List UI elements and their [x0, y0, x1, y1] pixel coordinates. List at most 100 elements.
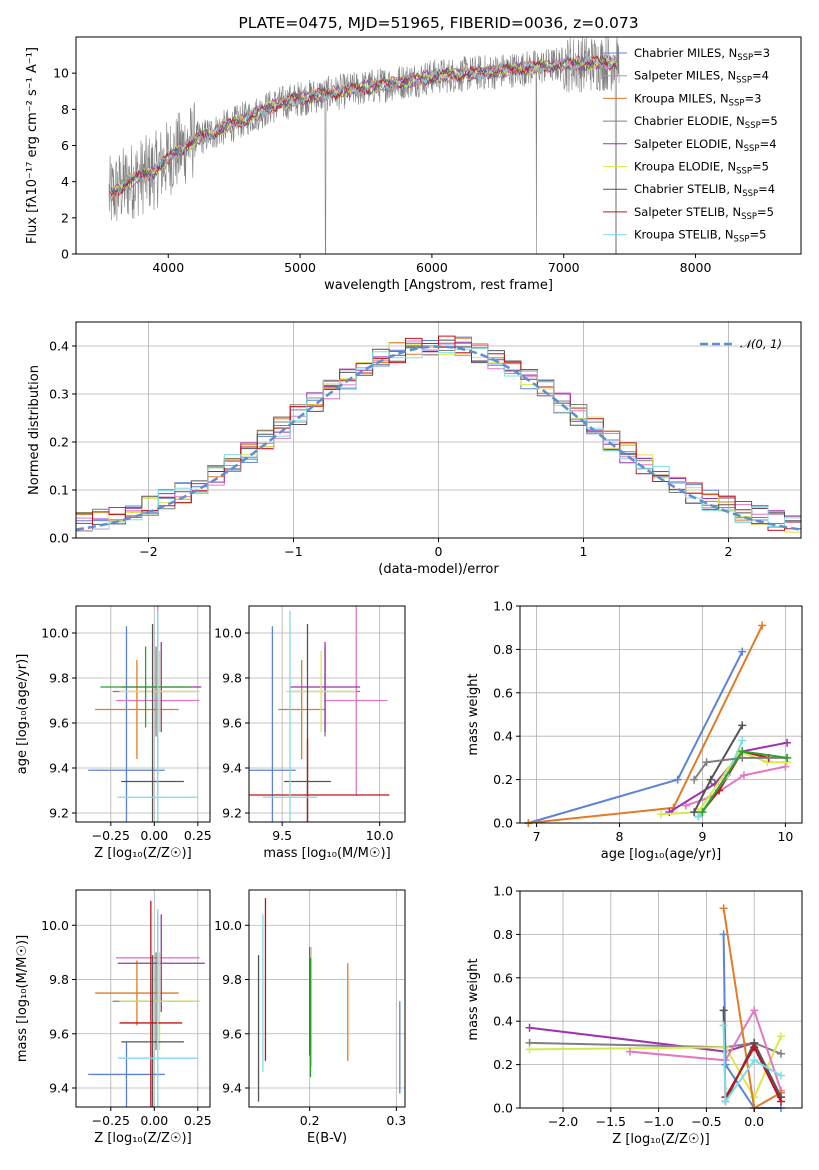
spectrum-model-line: [109, 55, 617, 199]
spectrum-xtick-label: 6000: [416, 260, 448, 275]
mass-weight-marker: [719, 1021, 728, 1030]
mass-weight-vs-age-xtick-label: 7: [533, 829, 541, 844]
mass-vs-Z-ylabel: mass [log₁₀(M/M☉)]: [15, 935, 30, 1062]
age-vs-Z-xtick-label: 0.00: [140, 828, 168, 843]
spectrum-data-line: [108, 36, 620, 255]
age-vs-mass-frame: [248, 605, 406, 823]
legend-entry: 𝒩(0, 1): [740, 337, 782, 351]
spectrum-ytick-label: 0: [61, 247, 69, 262]
mass-weight-line: [722, 1025, 782, 1105]
spectrum-ytick-label: 2: [61, 210, 69, 225]
age-vs-Z-ytick-label: 10.0: [41, 626, 69, 641]
age-vs-Z-ylabel: age [log₁₀(age/yr)]: [15, 654, 30, 775]
mass-weight-marker: [665, 808, 674, 817]
mass-weight-line: [685, 765, 786, 807]
mass-vs-ebv-ytick-label: 10.0: [214, 918, 242, 933]
mass-weight-marker: [776, 1071, 785, 1080]
mass-weight-marker: [738, 647, 747, 656]
spectrum-model-line: [109, 54, 617, 199]
mass-weight-vs-age-xtick-label: 8: [616, 829, 624, 844]
age-vs-mass-ytick-label: 9.2: [222, 806, 242, 821]
residuals-xtick-label: −1: [284, 544, 302, 559]
mass-weight-marker: [781, 762, 790, 771]
age-vs-mass-ytick-label: 9.8: [222, 671, 242, 686]
mass-weight-marker: [706, 775, 715, 784]
mass-weight-vs-Z-xtick-label: −2.0: [548, 1114, 578, 1129]
mass-vs-Z-xtick-label: −0.25: [92, 1113, 130, 1128]
spectrum-xtick-label: 7000: [548, 260, 580, 275]
residuals-ylabel: Normed distribution: [27, 365, 42, 495]
spectrum-ytick-label: 10: [53, 66, 69, 81]
mass-weight-vs-Z-xlabel: Z [log₁₀(Z/Z☉)]: [612, 1132, 709, 1147]
residuals-xlabel: (data-model)/error: [378, 562, 499, 577]
mass-weight-vs-age-xtick-label: 10: [777, 829, 793, 844]
spectrum-model-line: [110, 55, 617, 201]
age-vs-Z-xlabel: Z [log₁₀(Z/Z☉)]: [94, 846, 191, 861]
mass-weight-line: [693, 756, 788, 781]
spectrum-model-line: [109, 55, 617, 195]
age-vs-Z-xtick-label: 0.25: [184, 828, 212, 843]
mass-weight-marker: [625, 1047, 634, 1056]
spectrum-xtick-label: 4000: [152, 260, 184, 275]
mass-weight-vs-Z-xtick-label: −1.0: [643, 1114, 673, 1129]
mass-vs-ebv-frame: [248, 889, 406, 1108]
legend-entry: Kroupa MILES, NSSP=3: [634, 91, 761, 108]
residuals-xtick-label: 2: [725, 544, 733, 559]
residual-histogram: [76, 347, 801, 532]
age-vs-mass-ytick-label: 9.4: [222, 761, 242, 776]
mass-weight-line: [629, 1007, 782, 1091]
mass-vs-ebv-ytick-label: 9.6: [222, 1026, 242, 1041]
spectrum-ytick-label: 4: [61, 174, 69, 189]
age-vs-mass-ytick-label: 9.6: [222, 716, 242, 731]
mass-weight-marker: [719, 904, 728, 913]
mass-weight-vs-Z-xtick-label: 0.0: [744, 1114, 764, 1129]
legend-entry: Salpeter ELODIE, NSSP=4: [634, 137, 777, 154]
mass-weight-vs-age-ytick-label: 0.0: [493, 816, 513, 831]
spectrum-xtick-label: 5000: [284, 260, 316, 275]
mass-weight-vs-Z-ytick-label: 0.8: [493, 927, 513, 942]
mass-weight-vs-Z-ytick-label: 0.6: [493, 970, 513, 985]
residuals-xtick-label: 0: [435, 544, 443, 559]
mass-weight-vs-Z-frame: [519, 890, 803, 1109]
legend-entry: Chabrier STELIB, NSSP=4: [634, 182, 775, 199]
age-vs-Z-frame: [75, 605, 211, 823]
mass-weight-vs-age-ylabel: mass weight: [466, 673, 481, 755]
mass-weight-line: [528, 625, 764, 824]
normal-curve: [75, 345, 802, 531]
mass-weight-marker: [738, 747, 747, 756]
mass-weight-marker: [763, 758, 772, 767]
mass-vs-Z-ytick-label: 9.6: [49, 1026, 69, 1041]
mass-vs-Z-xtick-label: 0.00: [140, 1113, 168, 1128]
mass-weight-vs-age-ytick-label: 0.6: [493, 685, 513, 700]
mass-weight-vs-Z-ylabel: mass weight: [466, 958, 481, 1040]
mass-weight-marker: [783, 753, 792, 762]
mass-vs-Z-frame: [75, 889, 211, 1108]
legend-entry: Chabrier MILES, NSSP=3: [634, 46, 770, 63]
mass-weight-marker: [750, 1043, 759, 1052]
mass-weight-marker: [698, 808, 707, 817]
legend-entry: Chabrier ELODIE, NSSP=5: [634, 114, 778, 131]
mass-weight-marker: [750, 1056, 759, 1065]
mass-weight-marker: [525, 1023, 534, 1032]
legend-entry: Salpeter STELIB, NSSP=5: [634, 205, 774, 222]
mass-weight-marker: [758, 621, 767, 630]
mass-weight-vs-age-ytick-label: 1.0: [493, 599, 513, 614]
mass-weight-marker: [690, 808, 699, 817]
mass-vs-ebv-xlabel: E(B-V): [307, 1131, 347, 1146]
age-vs-Z-xtick-label: −0.25: [92, 828, 130, 843]
mass-vs-ebv-ytick-label: 9.8: [222, 972, 242, 987]
legend-entry: Kroupa STELIB, NSSP=5: [634, 228, 766, 245]
residuals-ytick-label: 0.3: [49, 387, 69, 402]
mass-vs-Z-ytick-label: 9.8: [49, 972, 69, 987]
mass-weight-vs-Z-xtick-label: −1.5: [596, 1114, 626, 1129]
mass-weight-vs-Z-ytick-label: 1.0: [493, 884, 513, 899]
mass-vs-Z-xlabel: Z [log₁₀(Z/Z☉)]: [94, 1131, 191, 1146]
spectrum-ytick-label: 8: [61, 102, 69, 117]
mass-weight-marker: [721, 1097, 730, 1106]
mass-vs-ebv-xtick-label: 0.3: [386, 1113, 406, 1128]
legend-entry: Salpeter MILES, NSSP=4: [634, 69, 769, 86]
mass-weight-marker: [694, 812, 703, 821]
mass-weight-marker: [690, 775, 699, 784]
legend-entry: Kroupa ELODIE, NSSP=5: [634, 160, 769, 177]
residuals-ytick-label: 0.1: [49, 483, 69, 498]
